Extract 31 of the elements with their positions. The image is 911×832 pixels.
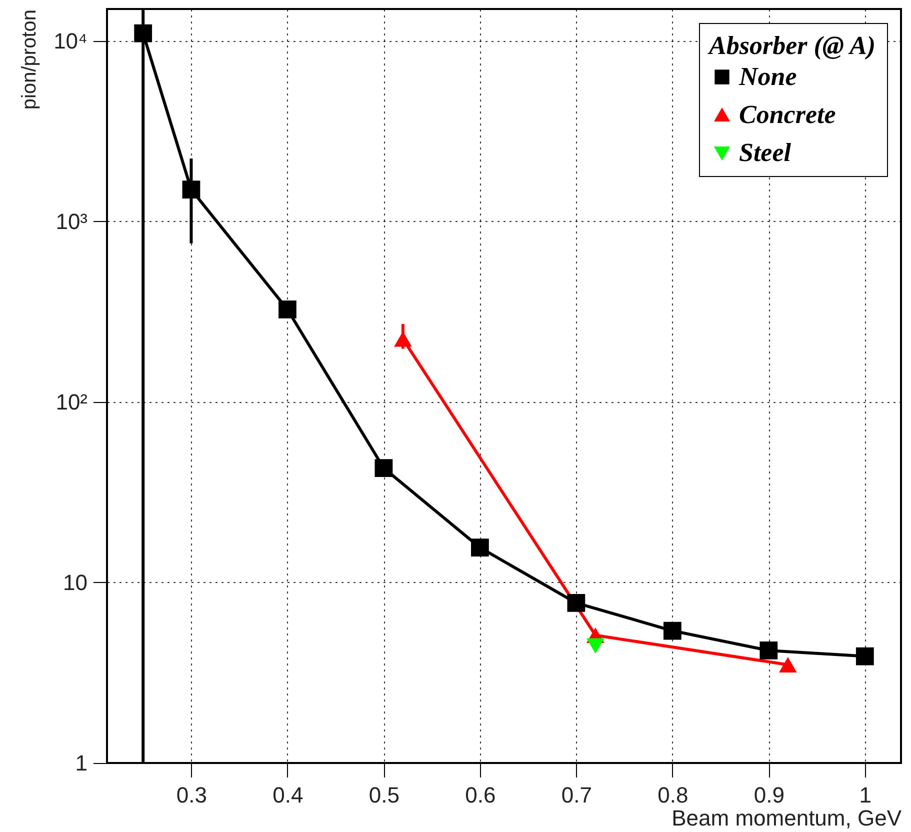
point (663, 622, 682, 640)
x-tick-label: 0.7 (561, 782, 592, 808)
legend-label: Steel (739, 138, 792, 167)
x-tick-label: 0.3 (176, 782, 208, 808)
point (856, 647, 874, 666)
point (182, 180, 200, 198)
y-tick-label: 10⁴ (54, 28, 88, 54)
y-tick-label: 1 (75, 750, 88, 776)
y-tick-label: 10² (56, 389, 88, 414)
point (394, 331, 412, 347)
point (760, 642, 778, 660)
legend-label: None (738, 62, 797, 91)
point (374, 459, 393, 478)
point (567, 594, 586, 612)
point (470, 538, 489, 557)
y-axis-title: pion/proton (18, 10, 41, 110)
point (778, 657, 797, 673)
y-tick-label: 10³ (56, 208, 88, 234)
point (278, 300, 296, 318)
x-tick-label: 0.9 (754, 782, 784, 808)
x-tick-label: 0.8 (658, 782, 688, 808)
legend-label: Concrete (739, 100, 836, 129)
x-tick-label: 1 (859, 782, 872, 808)
point (586, 638, 604, 654)
x-tick-label: 0.4 (272, 782, 304, 808)
legend-title: Absorber (@ A) (707, 31, 876, 60)
x-axis-title: Beam momentum, GeV (672, 806, 902, 830)
y-tick-label: 10 (63, 570, 88, 595)
x-tick-label: 0.5 (368, 782, 400, 808)
x-tick-label: 0.6 (465, 782, 496, 808)
point (134, 24, 152, 42)
